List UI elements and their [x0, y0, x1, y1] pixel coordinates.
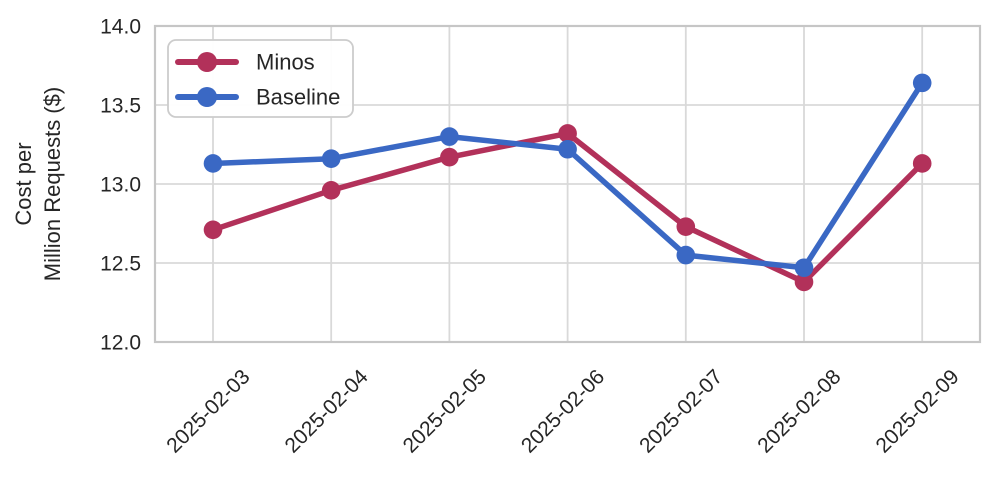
x-tick-label-5: 2025-02-08 — [753, 365, 845, 457]
x-tick-label-6: 2025-02-09 — [871, 365, 963, 457]
data-point-baseline-2025-02-03 — [203, 154, 223, 173]
plot-border — [153, 24, 982, 344]
y-axis-label-line1: Cost per — [11, 142, 36, 225]
legend-marker-baseline — [197, 87, 217, 107]
y-tick-label-4: 14.0 — [100, 16, 141, 39]
y-axis-label-line2: Million Requests ($) — [40, 87, 65, 281]
legend: Minos Baseline — [167, 39, 354, 118]
legend-marker-minos — [197, 52, 217, 72]
x-tick-label-0: 2025-02-03 — [162, 365, 254, 457]
data-point-baseline-2025-02-09 — [912, 73, 932, 93]
x-tick-label-4: 2025-02-07 — [635, 365, 727, 457]
legend-label-baseline: Baseline — [256, 85, 340, 110]
data-point-baseline-2025-02-06 — [558, 139, 577, 159]
x-tick-label-3: 2025-02-06 — [517, 365, 609, 457]
data-point-minos-2025-02-06 — [558, 124, 577, 143]
data-point-minos-2025-02-04 — [321, 181, 341, 200]
data-point-baseline-2025-02-05 — [440, 127, 459, 146]
y-tick-label-3: 13.5 — [100, 95, 141, 118]
y-axis-tick-labels: 12.0 12.5 13.0 13.5 14.0 — [100, 16, 141, 355]
series-layer — [203, 73, 932, 292]
x-axis-tick-labels: 2025-02-03 2025-02-04 2025-02-05 2025-02-06… — [162, 365, 963, 457]
data-point-baseline-2025-02-04 — [321, 149, 341, 169]
y-tick-label-1: 12.5 — [100, 253, 141, 276]
y-tick-label-0: 12.0 — [100, 332, 141, 355]
x-tick-label-2: 2025-02-05 — [399, 365, 491, 457]
data-point-minos-2025-02-07 — [676, 217, 696, 236]
x-tick-label-1: 2025-02-04 — [280, 365, 372, 457]
legend-label-minos: Minos — [256, 50, 315, 75]
y-tick-label-2: 13.0 — [100, 174, 141, 197]
data-point-minos-2025-02-09 — [912, 154, 932, 173]
data-point-baseline-2025-02-07 — [676, 245, 696, 265]
data-point-minos-2025-02-05 — [440, 147, 459, 167]
data-point-minos-2025-02-08 — [794, 272, 814, 292]
data-point-minos-2025-02-03 — [203, 220, 223, 240]
data-point-baseline-2025-02-08 — [794, 258, 814, 278]
